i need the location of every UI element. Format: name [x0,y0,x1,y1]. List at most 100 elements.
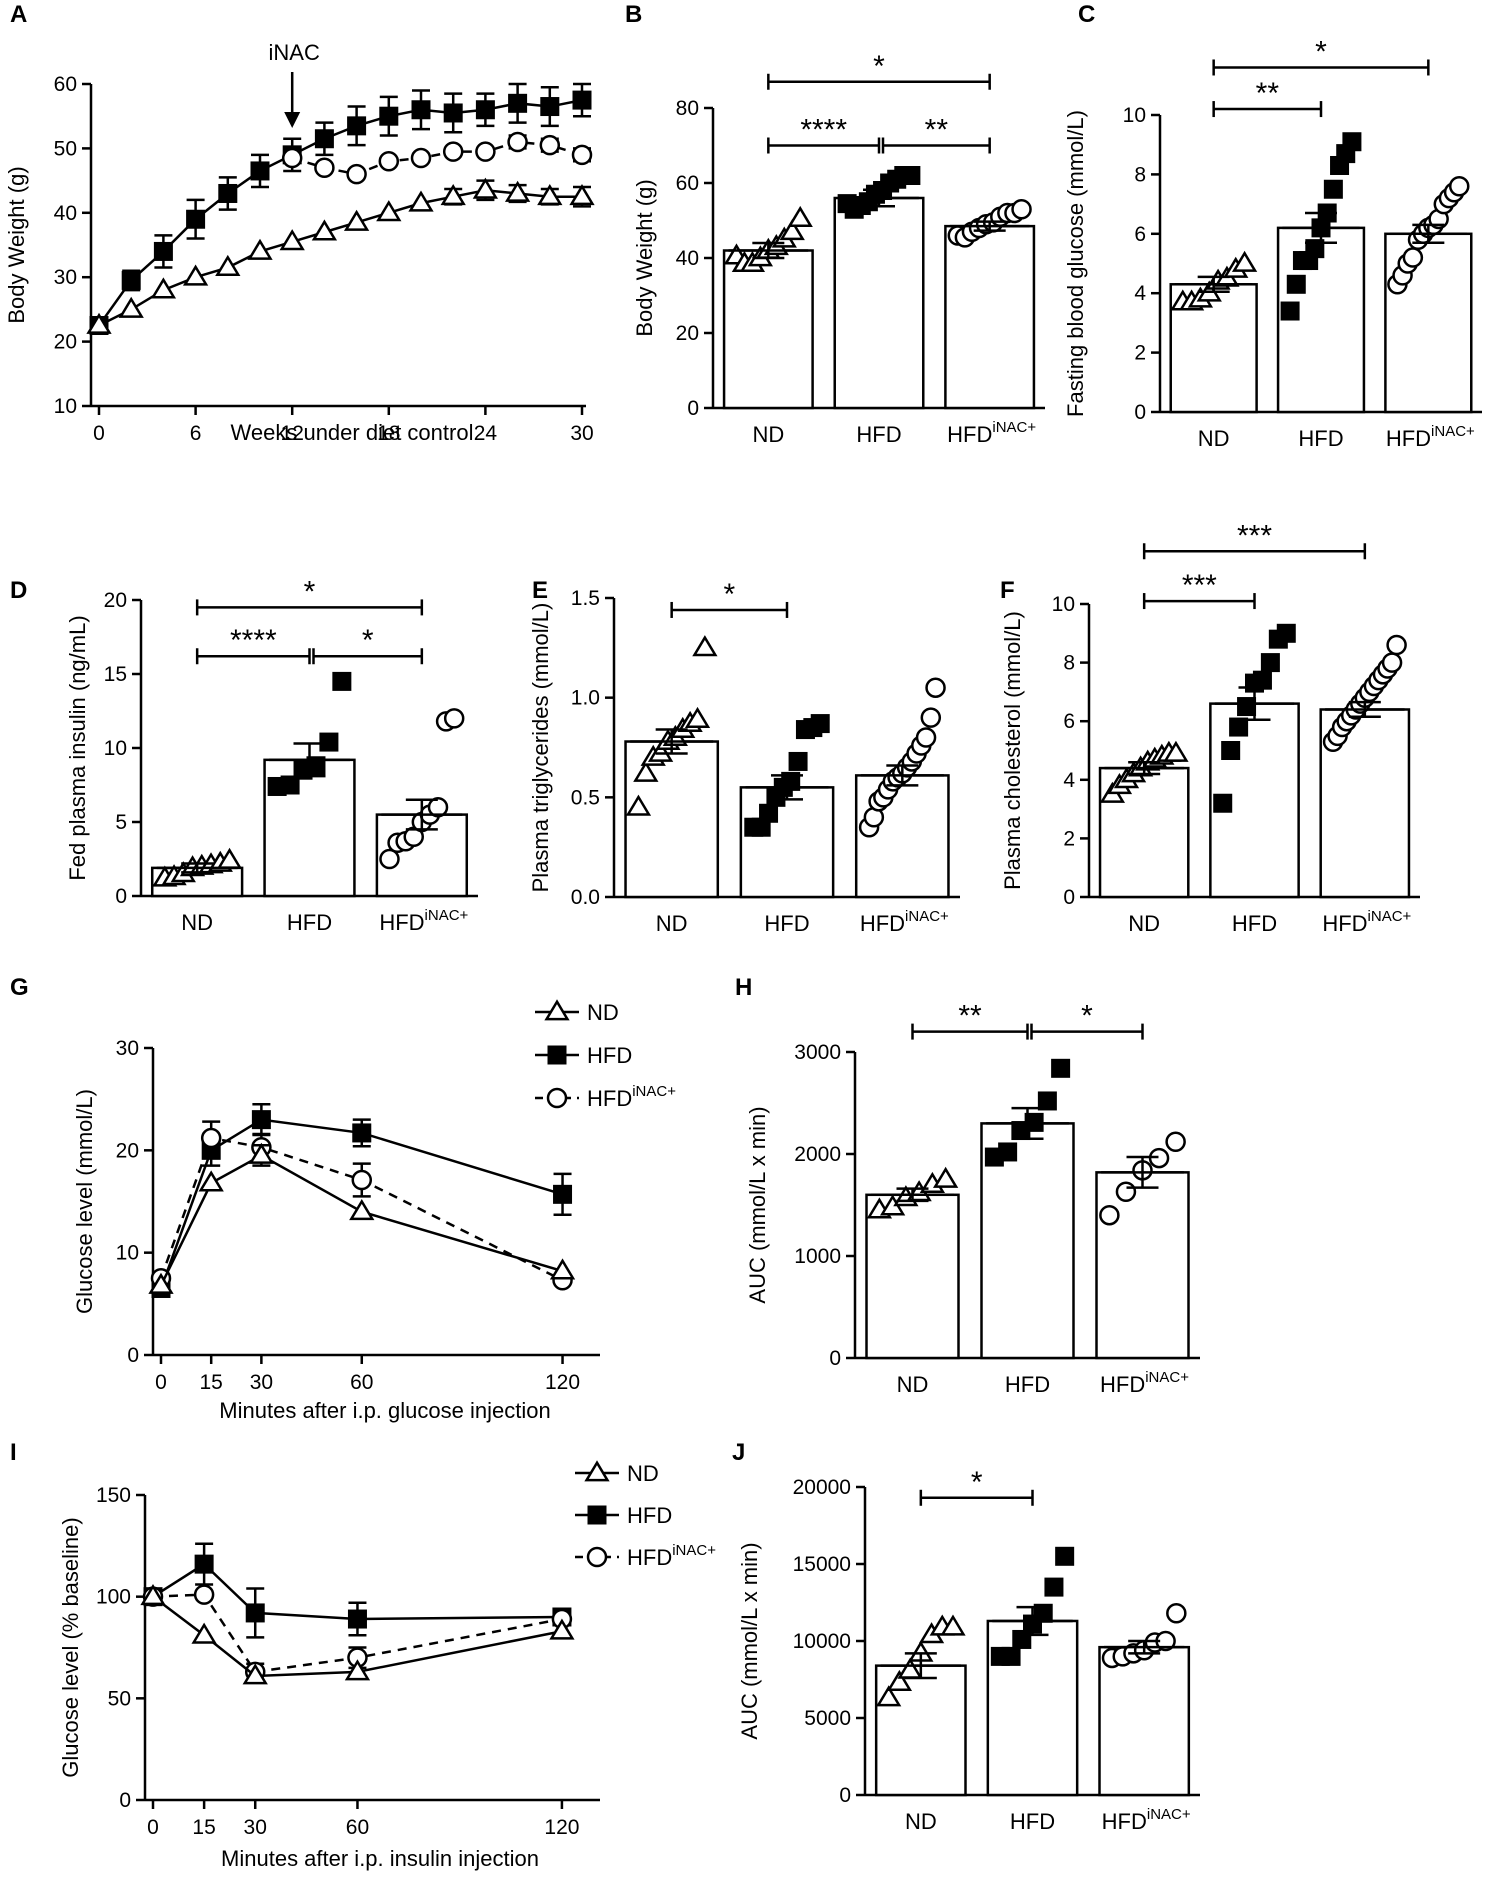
category-label: ND [897,1372,929,1397]
x-tick-label: 15 [192,1816,215,1839]
data-point [427,796,449,818]
y-tick-label: 0 [127,1344,139,1367]
panel-G: G 0 10 20 30 Glucose level (mmol/L) 0 15 30 60 120… [10,974,676,1423]
series-line [98,188,582,327]
data-point [1276,623,1296,643]
category-label: HFDiNAC+ [379,907,468,935]
y-tick-label: 0.0 [571,886,600,909]
data-point [198,1170,224,1192]
data-point [876,1685,902,1707]
y-axis-title: Fasting blood glucose (mmol/L) [1063,110,1088,417]
data-point [250,161,270,181]
panel-letter: F [1000,577,1015,604]
bar [865,1193,960,1360]
x-tick-label: 60 [346,1816,369,1839]
legend-label: HFDiNAC+ [627,1542,716,1570]
x-tick-label: 30 [244,1816,267,1839]
series-ND [140,1583,575,1685]
y-axis-title: Glucose level (mmol/L) [72,1089,97,1314]
category-label: ND [752,422,784,447]
panel-H: H 0 1000 2000 3000 AUC (mmol/L x min) ND HFD HFD… [735,974,1200,1397]
bar [722,249,814,410]
category-superscript: iNAC+ [1431,423,1475,440]
data-point [901,166,921,185]
y-tick-label: 80 [676,97,699,120]
y-tick-label: 0 [839,1784,851,1807]
y-tick-label: 5000 [804,1707,851,1730]
data-point [245,1603,265,1623]
data-point [625,794,652,816]
series-HFD [89,82,592,335]
y-axis-title: Glucose level (% baseline) [58,1517,83,1777]
y-tick-label: 1.0 [571,687,600,710]
data-point [1286,274,1306,294]
x-tick-label: 120 [544,1816,579,1839]
data-point [182,264,209,286]
y-tick-label: 2 [1063,827,1075,850]
panel-C: C 0 2 4 6 8 10 Fasting blood glucose (mmol/L) ND… [1063,1,1482,451]
series-line [291,140,583,176]
legend-label: HFDiNAC+ [587,1083,676,1111]
legend-marker [546,1087,568,1109]
series-line [97,98,583,327]
data-point [1448,176,1470,197]
y-tick-label: 60 [54,73,77,96]
data-point [200,1127,222,1149]
data-point [507,131,528,153]
x-tick-label: 24 [474,422,498,445]
data-point [140,1583,166,1606]
panel-D: D 0 5 10 15 20 Fed plasma insulin (ng/mL) ND HFD… [10,575,478,935]
y-tick-label: 0 [1134,401,1146,424]
data-point [1011,199,1032,220]
y-tick-label: 10 [104,737,127,760]
significance-label: *** [1237,519,1272,552]
data-point [684,706,711,729]
category-label: ND [905,1809,937,1834]
category-label: HFDiNAC+ [860,908,949,936]
legend: ND HFD HFDiNAC+ [575,1460,716,1570]
data-point [1237,697,1257,717]
y-axis-title: Body Weight (g) [4,166,29,323]
category-superscript: iNAC+ [1147,1806,1191,1823]
data-point [1323,179,1343,199]
y-tick-label: 2000 [794,1143,841,1166]
data-point [940,1614,966,1636]
annotation-label: iNAC [269,40,320,65]
data-point [251,1110,271,1130]
data-point [1229,717,1249,737]
y-tick-label: 0 [1063,886,1075,909]
data-point [504,180,531,202]
data-point [475,100,495,120]
data-point [1033,1603,1053,1623]
y-tick-label: 10 [116,1242,139,1265]
data-point [349,1199,375,1221]
y-tick-label: 1000 [794,1245,841,1268]
data-point [1055,1546,1075,1566]
significance-label: * [1081,1000,1093,1033]
data-point [1280,301,1300,321]
category-label: HFDiNAC+ [947,419,1036,447]
data-point [443,708,465,729]
data-point [344,1659,371,1681]
panel-I: I 0 50 100 150 Glucose level (% baseline) 0 15 3… [10,1439,716,1871]
series-HFDiNAC+ [281,131,593,185]
category-label: HFDiNAC+ [1102,1806,1191,1834]
panel-letter: B [625,1,642,28]
x-tick-label: 18 [377,422,400,445]
y-tick-label: 50 [54,137,77,160]
data-point [647,740,674,762]
data-point [539,134,561,156]
category-label: ND [1198,426,1230,451]
y-tick-label: 1.5 [571,587,600,610]
data-point [191,1622,217,1644]
x-tick-label: 0 [93,422,105,445]
data-point [886,1669,913,1692]
significance-label: *** [1182,569,1217,602]
series-line [152,1593,563,1674]
data-point [215,254,241,276]
data-point [1163,740,1189,762]
data-point [998,1142,1018,1162]
x-tick-label: 0 [155,1371,167,1394]
data-point [810,714,830,734]
